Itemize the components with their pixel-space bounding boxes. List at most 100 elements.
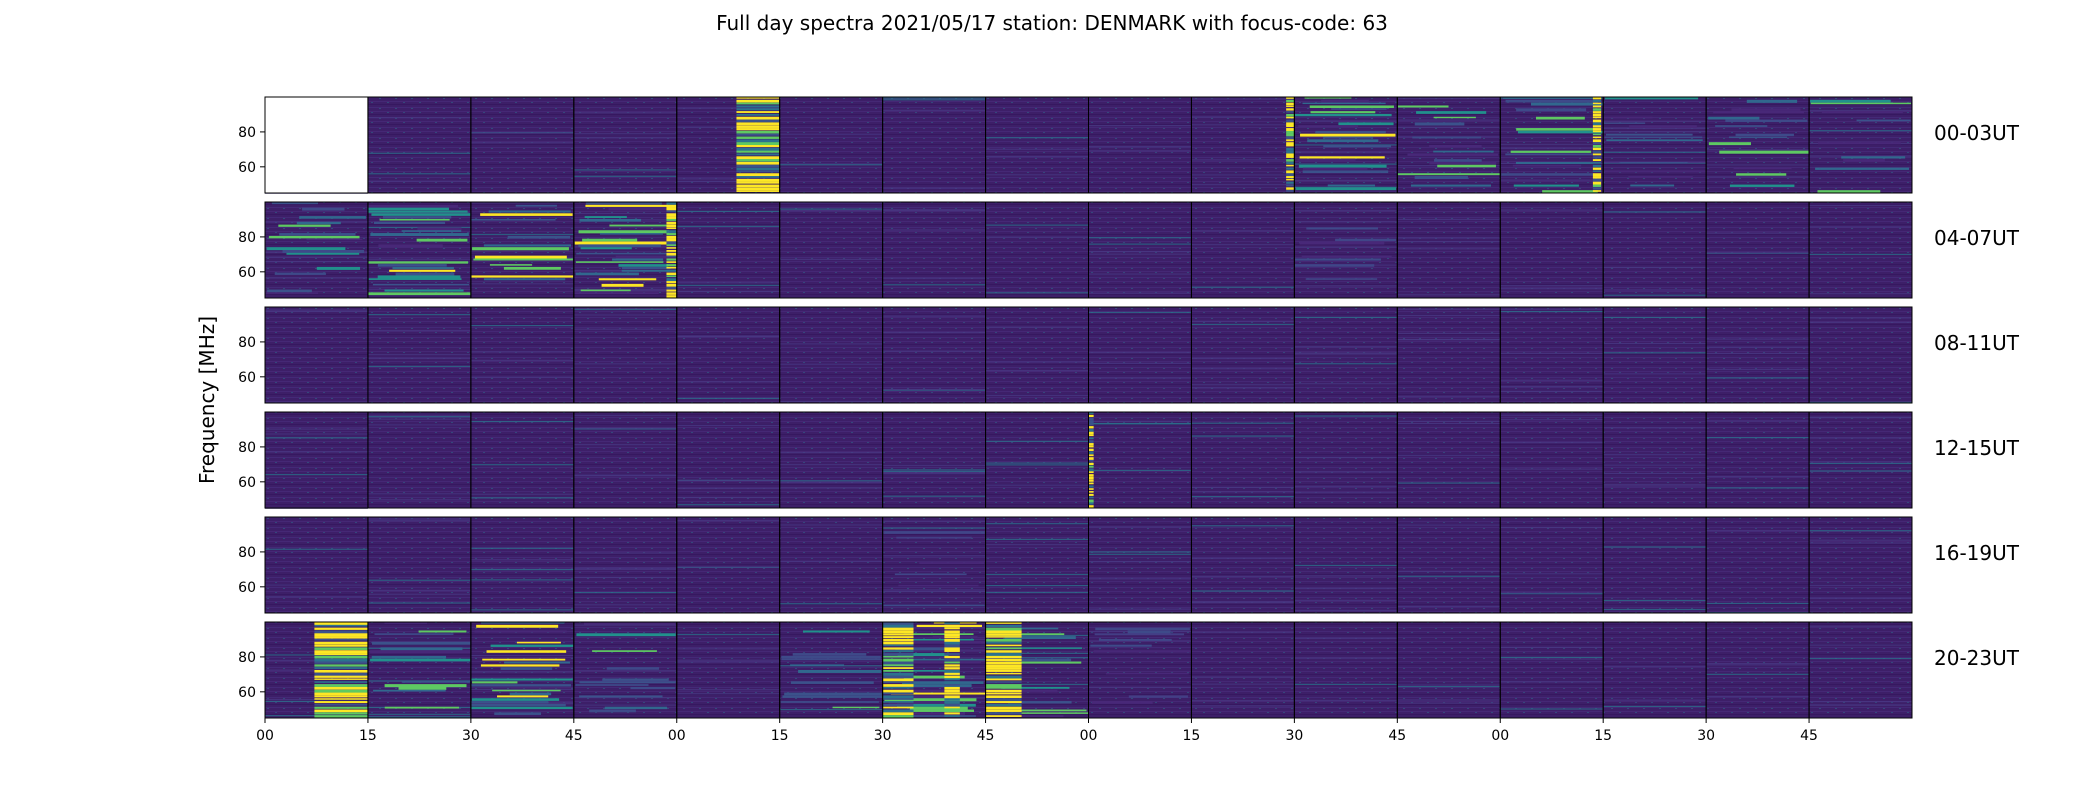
burst-stripe	[736, 108, 780, 111]
rfi-line	[1294, 210, 1398, 212]
rfi-line	[470, 202, 574, 204]
rfi-line	[779, 560, 883, 562]
burst	[1501, 97, 1603, 193]
burst-stripe	[999, 661, 1082, 664]
burst-stripe	[1735, 133, 1794, 137]
burst-stripe	[1429, 145, 1482, 148]
rfi-line	[1191, 601, 1295, 603]
burst-stripe	[736, 133, 780, 136]
rfi-line	[1603, 211, 1707, 213]
rfi-line	[367, 288, 471, 290]
burst-stripe	[899, 627, 943, 630]
rfi-line	[1706, 338, 1810, 340]
burst-stripe	[370, 658, 471, 662]
rfi-line	[882, 470, 986, 473]
y-tick-label: 60	[238, 160, 256, 176]
x-tick-label: 00	[256, 728, 274, 744]
rfi-line	[779, 487, 883, 489]
rfi-line	[1397, 241, 1501, 243]
burst-stripe	[490, 644, 574, 647]
burst-stripe	[314, 638, 368, 641]
burst-stripe	[883, 689, 959, 692]
burst-stripe	[1286, 178, 1295, 181]
rfi-line	[985, 523, 1089, 525]
rfi-line	[1603, 608, 1707, 611]
rfi-line	[1397, 339, 1501, 341]
rfi-line	[573, 213, 677, 215]
burst-stripe	[384, 684, 467, 688]
burst-stripe	[1414, 176, 1468, 179]
rfi-line	[367, 152, 471, 154]
rfi-line	[1500, 379, 1604, 381]
rfi-line	[367, 314, 471, 316]
burst-stripe	[894, 712, 966, 715]
panel-frame	[1808, 411, 1913, 509]
rfi-line	[985, 657, 1089, 659]
rfi-line	[1706, 437, 1810, 439]
rfi-line	[676, 693, 780, 695]
rfi-line	[1603, 294, 1707, 296]
burst-stripe	[736, 122, 780, 125]
burst-stripe	[985, 622, 1022, 624]
burst-stripe	[666, 281, 677, 284]
rfi-line	[1603, 131, 1707, 133]
burst-stripe	[1286, 164, 1295, 167]
rfi-line	[676, 659, 780, 661]
burst-stripe	[896, 703, 976, 707]
burst-stripe	[666, 216, 677, 220]
burst-stripe	[985, 633, 1065, 636]
burst	[1294, 227, 1397, 280]
rfi-line	[573, 604, 677, 606]
burst-stripe	[882, 706, 914, 709]
rfi-line	[779, 210, 883, 212]
rfi-line	[1088, 146, 1192, 148]
burst-stripe	[736, 150, 780, 153]
rfi-line	[1603, 266, 1707, 269]
burst-stripe	[471, 706, 573, 710]
burst-stripe	[1003, 627, 1059, 630]
burst-stripe	[985, 658, 1022, 662]
burst-stripe	[483, 244, 572, 247]
rfi-line	[1088, 273, 1192, 275]
rfi-line	[1809, 530, 1912, 532]
rfi-line	[1397, 684, 1501, 686]
burst-stripe	[401, 230, 462, 232]
burst-stripe	[666, 221, 677, 225]
rfi-line	[1191, 124, 1295, 126]
rfi-line	[1191, 244, 1295, 246]
rfi-line	[985, 370, 1089, 372]
burst	[985, 627, 1089, 718]
burst-stripe	[1817, 142, 1901, 145]
rfi-line	[1500, 288, 1604, 290]
rfi-line	[1397, 685, 1501, 688]
burst-stripe	[736, 119, 780, 123]
burst-stripe	[1592, 170, 1602, 172]
burst-stripe	[1746, 99, 1798, 103]
burst-stripe	[666, 272, 677, 276]
rfi-line	[1191, 486, 1295, 489]
burst-stripe	[666, 210, 677, 213]
rfi-line	[1603, 352, 1707, 354]
rfi-line	[1706, 346, 1810, 348]
burst-stripe	[1323, 136, 1374, 139]
burst-stripe	[482, 658, 566, 661]
y-tick-label: 60	[238, 475, 256, 491]
rfi-line	[573, 112, 677, 114]
rfi-line	[367, 520, 471, 522]
rfi-line	[573, 567, 677, 569]
rfi-line	[573, 697, 677, 699]
burst-stripe	[576, 633, 676, 637]
burst-stripe	[1098, 638, 1172, 641]
burst-stripe	[736, 130, 780, 134]
rfi-line	[985, 292, 1089, 294]
burst-stripe	[609, 224, 674, 227]
rfi-line	[779, 363, 883, 365]
burst-stripe	[314, 658, 368, 662]
rfi-line	[1397, 248, 1501, 250]
rfi-line	[1706, 664, 1810, 666]
burst-stripe	[1088, 440, 1094, 443]
rfi-line	[265, 428, 368, 430]
burst-stripe	[782, 695, 883, 698]
burst-stripe	[476, 624, 559, 628]
burst-stripe	[985, 692, 1022, 695]
